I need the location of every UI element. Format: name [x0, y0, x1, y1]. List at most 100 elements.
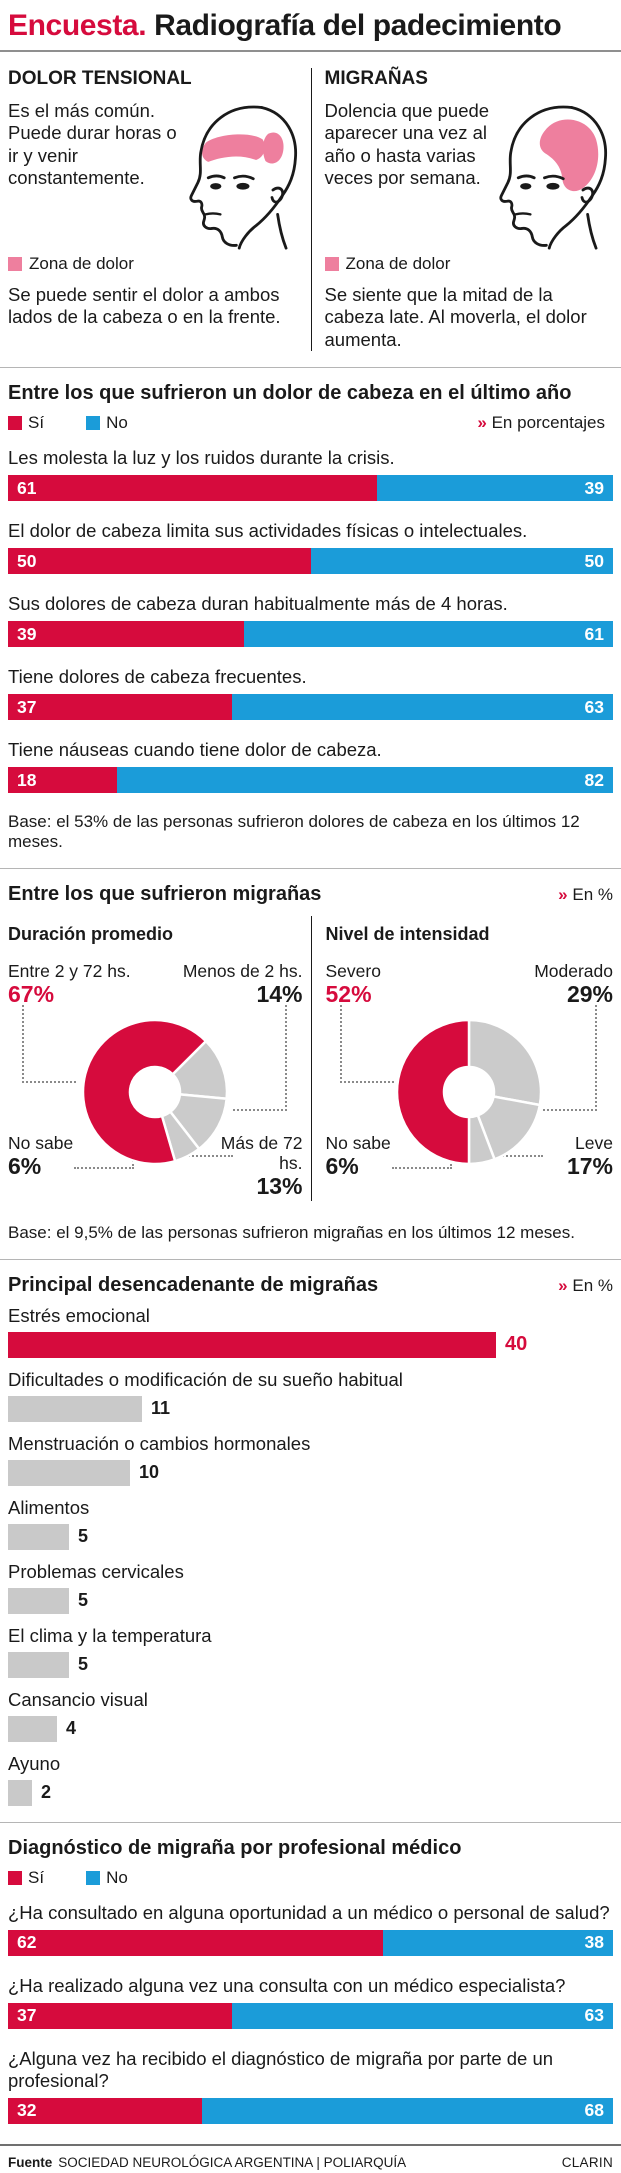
trigger-bar: [8, 1460, 130, 1486]
title-rest: Radiografía del padecimiento: [154, 9, 561, 42]
headache-bars: Les molesta la luz y los ruidos durante …: [0, 447, 621, 793]
source-label: Fuente: [8, 2155, 52, 2170]
no-segment: 61: [244, 621, 613, 647]
slice-label: No sabe: [326, 1133, 391, 1153]
tension-heading: DOLOR TENSIONAL: [8, 68, 303, 90]
unit-note: » En %: [558, 885, 613, 905]
yes-label: Sí: [28, 1868, 44, 1888]
donut-columns: Duración promedio Entre 2 y 72 hs. 67% M…: [0, 916, 621, 1201]
no-value: 63: [585, 697, 604, 718]
bar-item-label: El dolor de cabeza limita sus actividade…: [8, 520, 613, 542]
intensity-label-br: Leve 17%: [567, 1133, 613, 1181]
si-segment: 32: [8, 2098, 202, 2124]
pain-types-section: DOLOR TENSIONAL Es el más común. Puede d…: [0, 68, 621, 352]
trigger-row: Ayuno 2: [8, 1753, 613, 1806]
survey-bar-row: Les molesta la luz y los ruidos durante …: [8, 447, 613, 501]
survey-bar-row: Tiene náuseas cuando tiene dolor de cabe…: [8, 739, 613, 793]
tension-pain-zone-side: [262, 132, 283, 163]
yes-swatch: [8, 1871, 22, 1885]
legend-yes: Sí: [8, 1868, 44, 1888]
diagnosis-legend: Sí No: [8, 1868, 613, 1888]
si-value: 39: [17, 624, 36, 645]
pain-zone-swatch: [325, 257, 339, 271]
no-segment: 63: [232, 2003, 613, 2029]
no-label: No: [106, 413, 128, 433]
headache-legend: Sí No » En porcentajes: [8, 413, 613, 433]
trigger-bar: [8, 1332, 496, 1358]
no-value: 68: [585, 2100, 604, 2121]
slice-value: 13%: [213, 1173, 303, 1201]
tension-description: Es el más común. Puede durar horas o ir …: [8, 100, 181, 250]
no-segment: 63: [232, 694, 613, 720]
trigger-bar-line: 4: [8, 1716, 613, 1742]
head-outline: [190, 107, 261, 245]
survey-bar-row: Tiene dolores de cabeza frecuentes. 37 63: [8, 666, 613, 720]
trigger-bar: [8, 1588, 69, 1614]
leader-line: [233, 1005, 287, 1111]
trigger-value: 5: [78, 1590, 88, 1611]
page-title: Encuesta. Radiografía del padecimiento: [8, 10, 613, 42]
trigger-label: Ayuno: [8, 1753, 613, 1775]
no-segment: 38: [383, 1930, 613, 1956]
no-value: 61: [585, 624, 604, 645]
si-value: 37: [17, 697, 36, 718]
slice-value: 17%: [567, 1153, 613, 1181]
slice-label: Severo: [326, 961, 381, 981]
right-eye: [236, 182, 249, 189]
intensity-label-tr: Moderado 29%: [534, 961, 613, 1009]
trigger-bar-line: 5: [8, 1524, 613, 1550]
migraine-zone-legend-label: Zona de dolor: [346, 254, 451, 274]
migraine-zone-legend: Zona de dolor: [325, 254, 614, 274]
bar-item-label: Tiene dolores de cabeza frecuentes.: [8, 666, 613, 688]
trigger-bar: [8, 1396, 142, 1422]
right-eyebrow: [234, 176, 253, 179]
si-segment: 61: [8, 475, 377, 501]
no-segment: 39: [377, 475, 613, 501]
tension-head-illustration: [181, 100, 303, 250]
bar-item-label: Les molesta la luz y los ruidos durante …: [8, 447, 613, 469]
diagnosis-bars: ¿Ha consultado en alguna oportunidad a u…: [0, 1902, 621, 2124]
diagnosis-heading: Diagnóstico de migraña por profesional m…: [8, 1837, 613, 1860]
trigger-bar: [8, 1524, 69, 1550]
survey-bar-row: ¿Alguna vez ha recibido el diagnóstico d…: [8, 2048, 613, 2124]
tension-note: Se puede sentir el dolor a ambos lados d…: [8, 284, 303, 329]
neck-line: [277, 214, 285, 248]
no-value: 82: [585, 770, 604, 791]
trigger-label: Cansancio visual: [8, 1689, 613, 1711]
leader-line: [22, 1005, 76, 1083]
triggers-section: Principal desencadenante de migrañas » E…: [0, 1260, 621, 1806]
si-segment: 50: [8, 548, 311, 574]
migraine-description: Dolencia que puede aparecer una vez al a…: [325, 100, 492, 250]
tension-body: Es el más común. Puede durar horas o ir …: [8, 100, 303, 250]
left-eyebrow: [208, 175, 224, 177]
no-value: 63: [585, 2005, 604, 2026]
stacked-bar: 39 61: [8, 621, 613, 647]
trigger-bar-line: 40: [8, 1332, 613, 1358]
trigger-label: Problemas cervicales: [8, 1561, 613, 1583]
intensity-label-main: Severo 52%: [326, 961, 381, 1009]
source-text: SOCIEDAD NEUROLÓGICA ARGENTINA | POLIARQ…: [58, 2155, 406, 2170]
duration-donut-panel: Duración promedio Entre 2 y 72 hs. 67% M…: [0, 916, 311, 1201]
unit-text: En porcentajes: [492, 413, 605, 432]
migraine-section-heading: Entre los que sufrieron migrañas: [8, 883, 550, 906]
diagnosis-section: Diagnóstico de migraña por profesional m…: [0, 1837, 621, 2124]
trigger-bar: [8, 1716, 57, 1742]
intensity-donut-panel: Nivel de intensidad Severo 52% Moderado …: [311, 916, 621, 1201]
no-swatch: [86, 416, 100, 430]
trigger-value: 11: [151, 1398, 170, 1419]
left-eye: [520, 183, 531, 189]
section-divider: [0, 1822, 621, 1823]
neck-line: [588, 214, 596, 248]
slice-value: 6%: [326, 1153, 391, 1181]
trigger-bar-line: 2: [8, 1780, 613, 1806]
bar-item-label: Tiene náuseas cuando tiene dolor de cabe…: [8, 739, 613, 761]
trigger-label: Dificultades o modificación de su sueño …: [8, 1369, 613, 1391]
slice-value: 6%: [8, 1153, 73, 1181]
unit-text: En %: [572, 1276, 613, 1295]
no-value: 50: [585, 551, 604, 572]
si-segment: 37: [8, 694, 232, 720]
bar-item-label: ¿Ha realizado alguna vez una consulta co…: [8, 1975, 613, 1997]
